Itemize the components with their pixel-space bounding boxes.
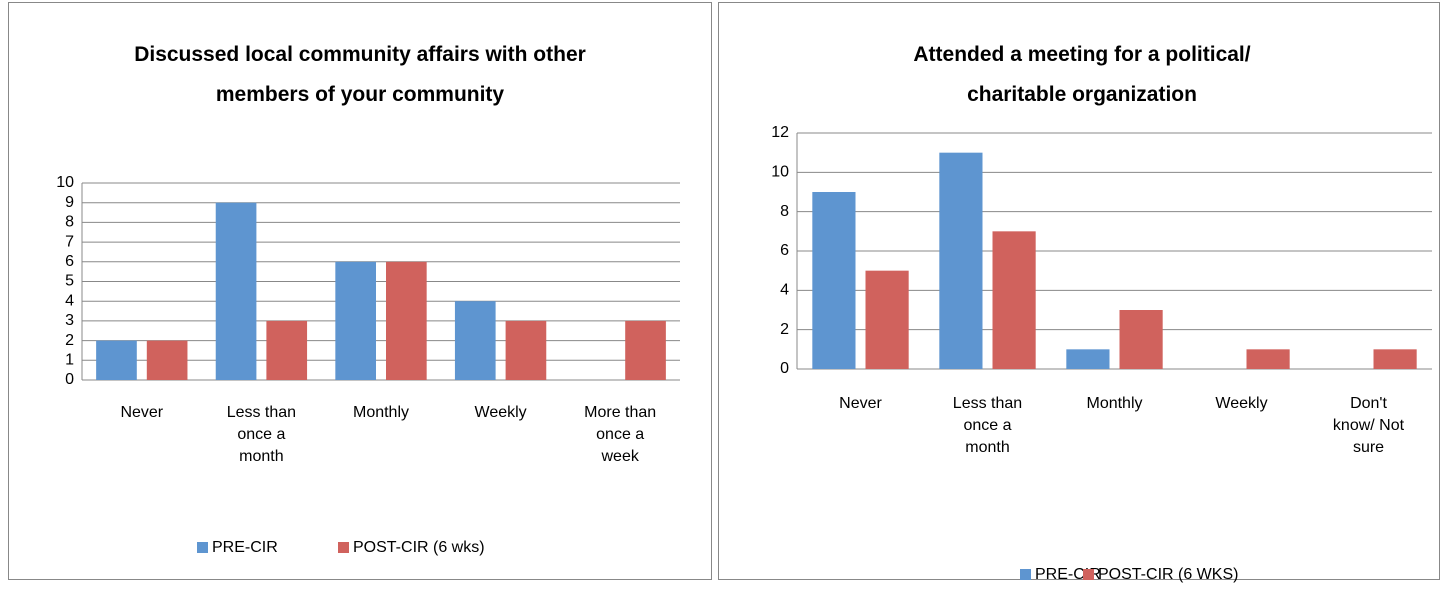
bar [625,320,666,380]
x-tick-label: Don't know/ Not sure [1332,395,1405,456]
y-tick-label: 8 [780,203,789,220]
x-tick-label: Monthly [1086,395,1143,412]
y-tick-label: 8 [65,214,74,231]
y-tick-label: 4 [65,292,74,309]
x-tick-label-box: Weekly [1215,395,1268,412]
legend-label: POST-CIR (6 WKS) [1098,566,1238,583]
bar [215,202,257,380]
legend-swatch [338,542,349,553]
y-tick-label: 2 [65,332,74,349]
x-tick-label-box: Never [839,395,882,412]
bar [335,261,376,380]
bar [812,192,856,369]
x-tick-label-box: Never [120,404,164,421]
legend-label: PRE-CIR [212,539,278,556]
y-tick-label: 0 [65,371,74,388]
bar [386,261,427,380]
bar [939,152,983,369]
x-tick-label: Weekly [1215,395,1268,412]
chart-title: Discussed local community affairs with o… [134,43,586,106]
bar [505,320,547,380]
bar [1373,349,1417,369]
legend-swatch [1020,569,1031,580]
chart-title: Attended a meeting for a political/ char… [913,43,1251,106]
x-tick-label: Never [120,404,164,421]
x-tick-label-box: Less than once a month [952,395,1023,456]
y-tick-label: 3 [65,312,74,329]
x-tick-label: Never [839,395,882,412]
y-tick-label: 7 [65,233,74,250]
bar [1119,310,1163,369]
x-tick-label-box: More than once a week [584,404,657,465]
x-tick-label-box: Weekly [474,404,527,421]
bar [96,340,137,380]
bar [454,301,496,380]
y-tick-label: 9 [65,194,74,211]
x-tick-label: More than once a week [584,404,657,465]
x-tick-label-box: Monthly [352,404,410,421]
x-tick-label: Less than once a month [226,404,297,465]
y-tick-label: 10 [771,164,789,181]
y-tick-label: 2 [780,321,789,338]
x-tick-label-box: Less than once a month [226,404,297,465]
x-tick-label: Monthly [352,404,410,421]
x-tick-label: Less than once a month [952,395,1023,456]
y-tick-label: 1 [65,352,74,369]
y-tick-label: 4 [780,282,789,299]
y-tick-label: 6 [780,242,789,259]
x-tick-label-box: Monthly [1086,395,1143,412]
bar [266,320,308,380]
y-tick-label: 6 [65,253,74,270]
x-tick-label: Weekly [474,404,527,421]
chart-title-box: Attended a meeting for a political/ char… [913,43,1251,106]
chart-title-box: Discussed local community affairs with o… [134,43,586,106]
y-tick-label: 12 [771,124,789,141]
bar [1066,349,1110,369]
bar [992,231,1036,369]
y-tick-label: 10 [56,174,74,191]
y-tick-label: 0 [780,360,789,377]
bar [1246,349,1290,369]
x-tick-label-box: Don't know/ Not sure [1332,395,1405,456]
legend-label: POST-CIR (6 wks) [353,539,485,556]
bar [865,270,909,369]
bar [146,340,188,380]
legend-swatch [1083,569,1094,580]
y-tick-label: 5 [65,273,74,290]
legend-swatch [197,542,208,553]
